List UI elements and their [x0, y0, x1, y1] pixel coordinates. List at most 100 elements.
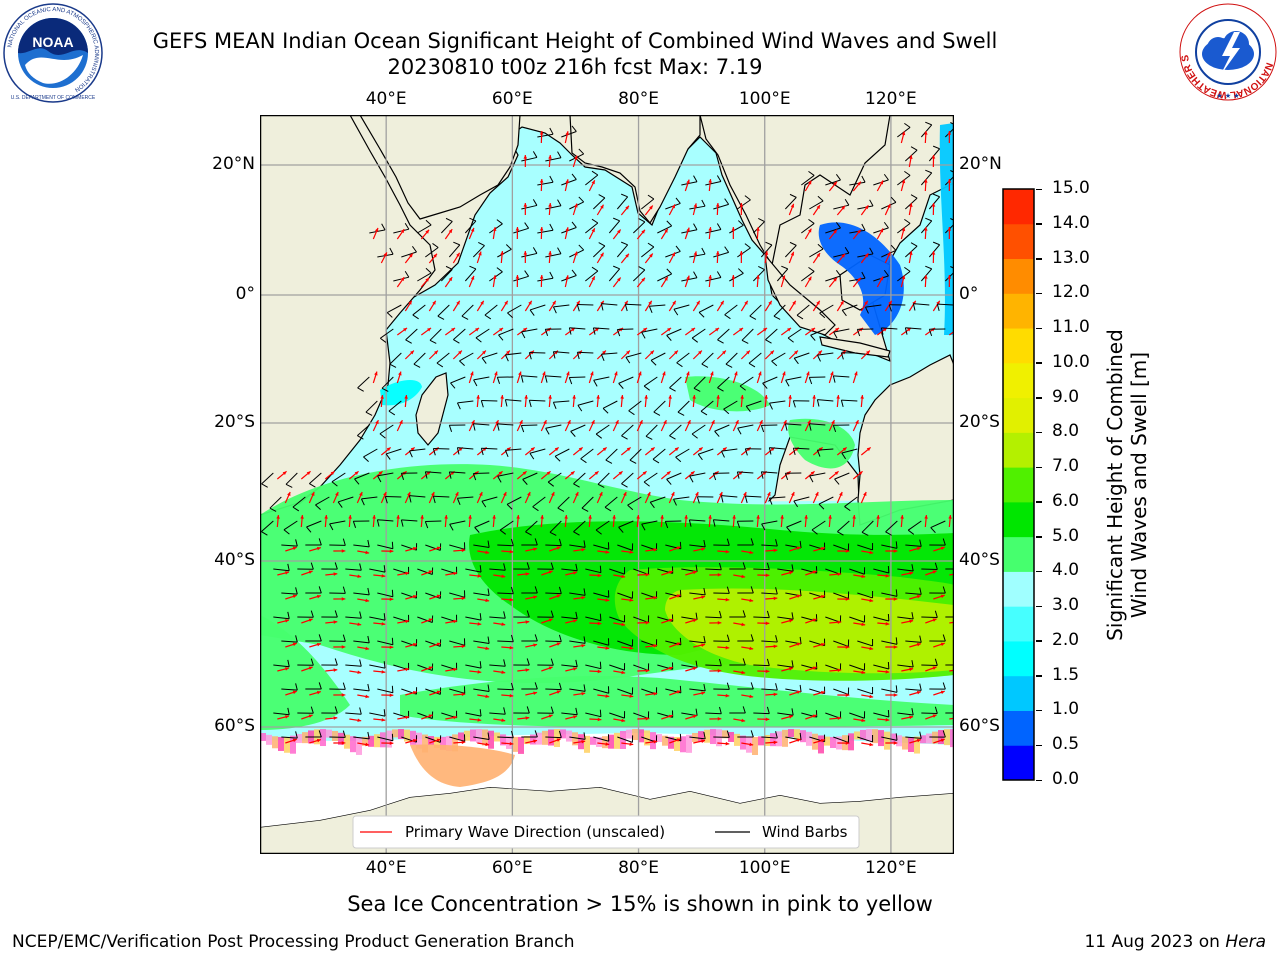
wave-direction-arrow — [860, 300, 869, 312]
wind-barb — [513, 706, 530, 714]
wind-barb — [292, 496, 306, 512]
wind-barb — [465, 709, 482, 717]
wave-direction-arrow — [805, 714, 817, 720]
wave-direction-arrow — [853, 718, 866, 723]
sea-ice-cell — [584, 735, 590, 753]
wave-direction-arrow — [780, 275, 786, 288]
wind-barb — [497, 538, 514, 547]
wave-direction-arrow — [788, 300, 797, 312]
wind-barb — [513, 562, 530, 570]
wind-barb — [873, 613, 890, 622]
wind-barb — [819, 304, 834, 319]
wave-direction-arrow — [837, 693, 850, 697]
wind-barb — [331, 472, 346, 487]
wind-barb — [297, 706, 314, 714]
wind-barb — [689, 539, 706, 548]
sea-ice-cell — [728, 731, 734, 742]
wave-direction-arrow — [852, 277, 862, 288]
wind-barb — [725, 352, 738, 368]
sea-ice-cell — [530, 734, 536, 745]
wind-barb — [357, 376, 370, 392]
sea-ice-cell — [344, 734, 350, 749]
colorbar-tick-label: 13.0 — [1052, 247, 1090, 268]
wave-direction-arrow — [588, 179, 596, 192]
wind-barb — [285, 472, 298, 488]
wave-direction-arrow — [765, 548, 778, 553]
wave-direction-arrow — [372, 227, 379, 240]
wave-direction-arrow — [492, 514, 496, 528]
wave-direction-arrow — [588, 514, 592, 528]
wave-direction-arrow — [596, 394, 600, 408]
wave-direction-arrow — [708, 275, 712, 288]
wind-barb — [717, 376, 730, 392]
wind-barb — [592, 242, 606, 258]
wave-direction-arrow — [636, 514, 640, 528]
wind-barb — [545, 199, 562, 210]
wind-barb — [305, 586, 322, 594]
colorbar-tick-label: 6.0 — [1052, 490, 1080, 511]
wave-direction-arrow — [549, 738, 561, 744]
wave-direction-arrow — [453, 740, 466, 745]
wave-direction-arrow — [741, 742, 754, 747]
wind-barb — [537, 562, 554, 570]
wave-direction-arrow — [644, 491, 651, 504]
wave-direction-arrow — [621, 550, 634, 554]
wave-direction-arrow — [421, 570, 433, 576]
wave-direction-arrow — [549, 642, 561, 648]
wave-direction-arrow — [452, 300, 461, 312]
wave-direction-arrow — [597, 694, 610, 698]
wind-barb — [569, 540, 586, 548]
wind-barb — [585, 661, 602, 670]
sea-ice-cell — [770, 733, 776, 747]
wave-direction-arrow — [684, 371, 690, 384]
wind-barb — [618, 520, 634, 533]
sea-ice-cell — [290, 735, 296, 754]
wind-barb — [593, 542, 610, 550]
wind-barb — [417, 267, 432, 282]
wave-direction-arrow — [733, 670, 746, 675]
wind-barb — [762, 376, 778, 389]
wave-direction-arrow — [644, 253, 654, 264]
wave-direction-arrow — [949, 573, 954, 576]
wave-direction-arrow — [740, 350, 751, 360]
wave-direction-arrow — [717, 693, 730, 698]
wave-direction-arrow — [276, 470, 287, 480]
wind-barb — [473, 540, 490, 548]
colorbar-cell — [1003, 258, 1034, 294]
wind-barb — [353, 587, 370, 596]
wind-barb — [888, 304, 906, 312]
wave-direction-arrow — [740, 394, 744, 408]
wave-direction-arrow — [781, 715, 794, 720]
wave-direction-arrow — [947, 274, 952, 288]
wave-direction-arrow — [348, 514, 352, 528]
wave-direction-arrow — [524, 491, 531, 504]
wind-barb — [809, 243, 824, 258]
wind-barb — [377, 733, 394, 742]
wind-barb — [741, 328, 754, 344]
band-sw-3-4m — [260, 615, 350, 730]
wave-direction-arrow — [539, 226, 544, 240]
wave-direction-arrow — [900, 275, 906, 288]
colorbar-cell — [1003, 745, 1034, 781]
wind-barb — [497, 586, 514, 595]
wave-direction-arrow — [836, 253, 846, 264]
wave-direction-arrow — [661, 618, 673, 624]
wind-barb — [424, 471, 442, 479]
wind-barb — [401, 246, 417, 258]
wave-direction-arrow — [596, 252, 605, 264]
wind-barb — [721, 448, 738, 458]
colorbar-tick-label: 1.5 — [1052, 664, 1080, 685]
sea-ice-cell — [926, 733, 932, 744]
svg-text:U.S. DEPARTMENT OF COMMERCE: U.S. DEPARTMENT OF COMMERCE — [11, 95, 96, 101]
colorbar-tick-label: 12.0 — [1052, 282, 1090, 303]
colorbar-tick-mark — [1036, 188, 1042, 190]
wave-direction-arrow — [692, 446, 704, 456]
wind-barb — [595, 520, 610, 535]
wave-direction-arrow — [596, 204, 605, 216]
wave-direction-arrow — [684, 470, 695, 480]
wave-direction-arrow — [708, 371, 714, 384]
wave-direction-arrow — [620, 446, 632, 456]
sea-ice-cell — [920, 735, 926, 744]
sea-ice-cell — [536, 732, 542, 745]
wave-direction-arrow — [829, 716, 842, 721]
